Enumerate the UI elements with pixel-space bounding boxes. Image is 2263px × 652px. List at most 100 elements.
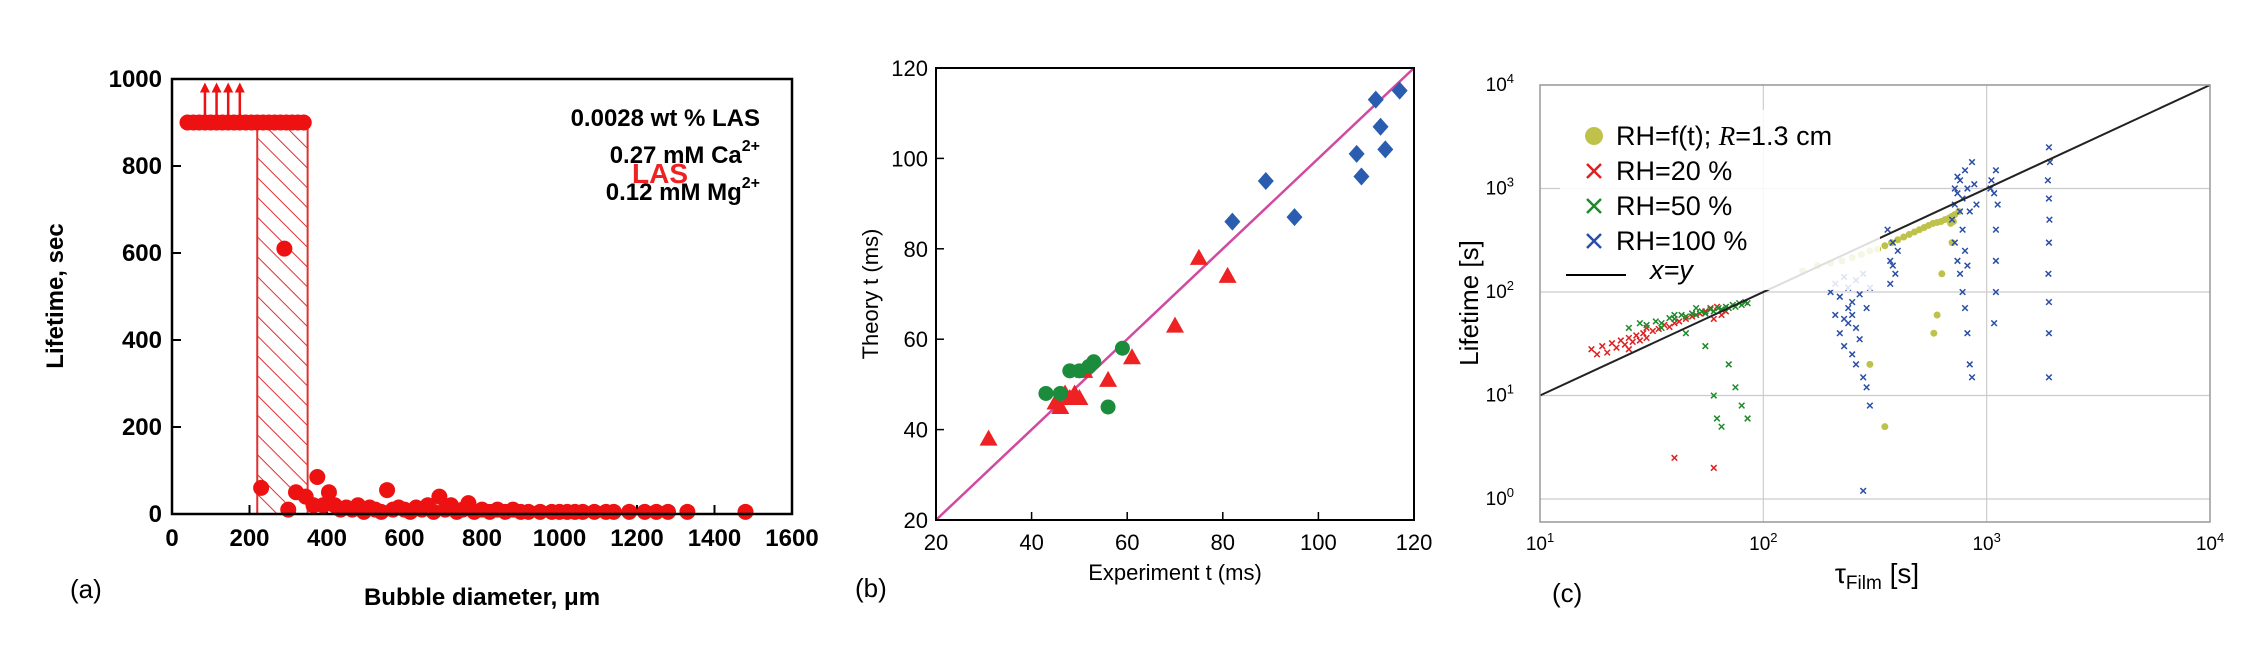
cross-point-c (1649, 327, 1657, 335)
circle-point-c (1900, 233, 1908, 241)
cross-point-c (1948, 216, 1956, 223)
data-point-a (532, 503, 549, 520)
cross-point-c (1652, 318, 1660, 325)
cross-point-c (1831, 311, 1839, 319)
cross-point-c (1643, 334, 1650, 342)
cross-point-c (1836, 293, 1844, 301)
legend-marker-c (1586, 198, 1602, 214)
diamond-point-b (1257, 172, 1274, 190)
y-tick-label-b: 20 (904, 508, 928, 533)
cross-point-c (1666, 323, 1673, 331)
legend-label-text-c: RH=50 % (1616, 191, 1732, 221)
cross-point-c (1856, 335, 1864, 343)
triangle-point-b (1218, 266, 1237, 283)
x-tick-label-c: 101 (1526, 530, 1554, 555)
cross-point-c (1840, 315, 1848, 323)
triangle-point-b (1070, 388, 1089, 405)
cross-point-c (1964, 329, 1971, 337)
legend-label-text-c: RH=20 % (1616, 156, 1732, 186)
cross-point-c (1954, 257, 1961, 265)
cross-point-c (1856, 290, 1864, 298)
cross-point-c (1886, 257, 1894, 265)
y-tick-exponent-c: 2 (1507, 278, 1514, 293)
cross-point-c (1956, 270, 1964, 278)
x-tick-label-b: 20 (924, 530, 948, 555)
cross-point-c (1848, 311, 1856, 319)
cross-point-c (2045, 329, 2053, 337)
y-tick-label-a: 1000 (109, 66, 162, 93)
legend-label-text-c: RH=f(t); (1616, 121, 1719, 151)
cross-point-c (1954, 173, 1961, 181)
data-point-a (295, 114, 312, 131)
x-tick-base-c: 10 (1972, 534, 1993, 555)
x-axis-label-c-sub: Film (1846, 573, 1882, 594)
cross-point-c (1994, 201, 2001, 208)
y-tick-label-a: 600 (122, 240, 162, 267)
cross-point-c (1954, 189, 1961, 197)
x-tick-base-c: 10 (1526, 534, 1547, 555)
y-tick-exponent-c: 1 (1507, 382, 1514, 397)
cross-point-c (1961, 304, 1969, 312)
circle-point-c (1933, 311, 1941, 319)
diamond-point-b (1348, 144, 1365, 163)
x-tick-label-a: 1600 (765, 525, 818, 552)
cross-point-c (1588, 345, 1595, 353)
data-point-a (586, 503, 603, 520)
circle-point-c (1930, 329, 1938, 337)
cross-point-c (1636, 337, 1644, 344)
circle-point-b (1052, 385, 1068, 401)
cross-point-c (1956, 208, 1964, 215)
cross-point-c (1738, 402, 1746, 409)
cross-point-c (1688, 310, 1696, 317)
data-point-a (660, 503, 676, 520)
cross-point-c (2045, 239, 2053, 246)
cross-point-c (1710, 315, 1718, 323)
circle-point-c (1955, 207, 1963, 215)
diamond-point-b (1353, 167, 1370, 186)
cross-point-c (1966, 208, 1974, 215)
x-tick-label-b: 80 (1211, 530, 1235, 555)
triangle-point-b (1122, 348, 1141, 365)
cross-point-c (1636, 319, 1644, 327)
cross-point-c (1992, 226, 2000, 234)
triangle-point-b (1166, 316, 1184, 333)
identity-line-b (935, 67, 1415, 521)
cross-point-c (1643, 321, 1650, 329)
y-tick-base-c: 10 (1486, 386, 1507, 407)
cross-point-c (1889, 262, 1897, 269)
cross-point-c (1710, 392, 1718, 399)
cross-point-c (1682, 329, 1690, 337)
cross-point-c (1892, 270, 1899, 278)
legend-marker-c (1585, 127, 1603, 145)
cross-point-c (1593, 351, 1601, 358)
y-tick-exponent-c: 0 (1507, 485, 1514, 500)
circle-point-c (1881, 242, 1889, 250)
composition-line: 0.12 mM Mg2+ (606, 175, 760, 206)
cross-point-c (1698, 308, 1706, 315)
cross-point-c (1951, 185, 1959, 192)
y-tick-label-b: 80 (904, 237, 928, 262)
x-tick-base-c: 10 (1749, 534, 1770, 555)
legend-background-c (1560, 110, 1880, 290)
legend-marker-c (1586, 163, 1602, 179)
y-tick-exponent-c: 4 (1507, 71, 1514, 86)
cross-point-c (1970, 180, 1978, 188)
cross-point-c (1968, 158, 1976, 166)
cross-point-c (1744, 415, 1751, 422)
panel-label-b: (b) (855, 573, 887, 603)
cross-point-c (1666, 314, 1673, 322)
x-tick-label-b: 40 (1019, 530, 1043, 555)
diamond-point-b (1286, 208, 1303, 227)
cross-point-c (1988, 176, 1995, 184)
legend-label-c: RH=20 % (1616, 156, 1732, 186)
circle-point-b (1100, 399, 1116, 415)
legend-label-c: RH=100 % (1616, 226, 1747, 256)
chart-panel-b: 20 40 60 80 100 120 20 40 60 80 100 120 Theory t (m… (855, 56, 1432, 603)
cross-point-c (1827, 288, 1834, 296)
composition-text: 0.12 mM Mg (606, 179, 742, 206)
y-tick-label-c: 103 (1486, 175, 1514, 200)
x-tick-label-a: 1200 (610, 525, 663, 552)
